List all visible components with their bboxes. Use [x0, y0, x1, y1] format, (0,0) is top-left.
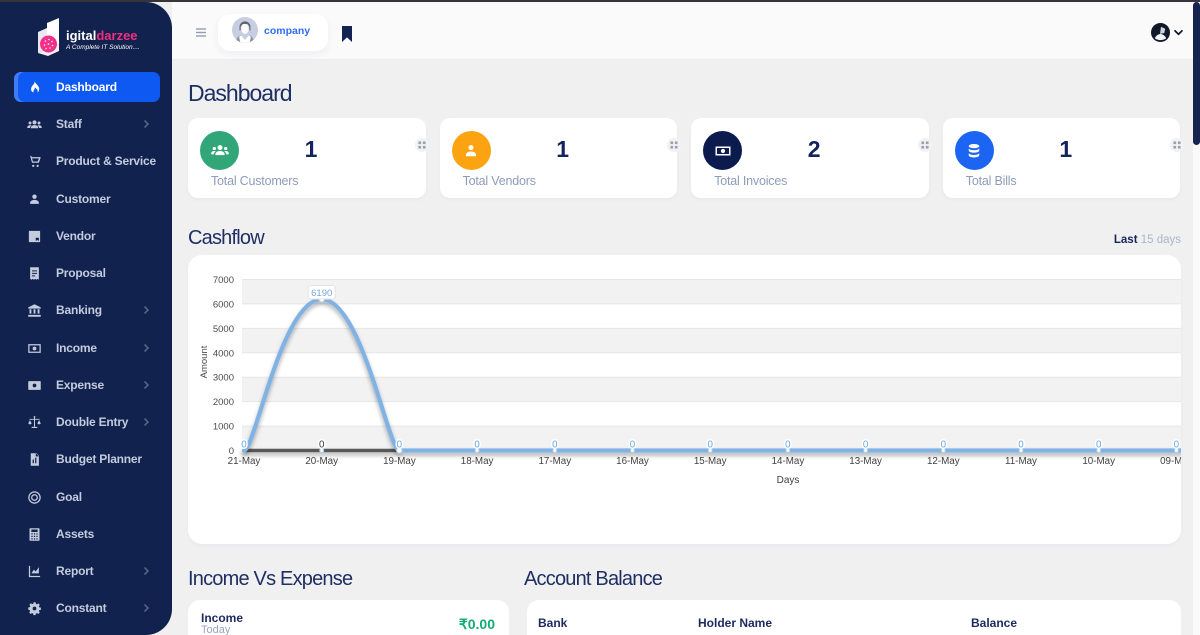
svg-text:0: 0 [863, 440, 869, 451]
svg-text:3000: 3000 [213, 373, 234, 384]
svg-text:4000: 4000 [213, 348, 234, 359]
svg-text:5000: 5000 [213, 324, 234, 335]
svg-text:12-May: 12-May [927, 456, 960, 467]
svg-text:0: 0 [1174, 440, 1180, 451]
svg-text:0: 0 [474, 440, 480, 451]
svg-text:0: 0 [241, 440, 247, 451]
svg-text:19-May: 19-May [383, 456, 416, 467]
svg-text:0: 0 [1018, 440, 1024, 451]
svg-text:10-May: 10-May [1082, 456, 1115, 467]
svg-text:0: 0 [552, 440, 558, 451]
svg-text:0: 0 [229, 446, 234, 457]
svg-text:0: 0 [941, 440, 947, 451]
svg-text:15-May: 15-May [694, 456, 727, 467]
svg-text:14-May: 14-May [772, 456, 805, 467]
svg-text:13-May: 13-May [849, 456, 882, 467]
svg-text:7000: 7000 [213, 275, 234, 286]
svg-text:09-May: 09-May [1160, 456, 1181, 467]
svg-text:0: 0 [319, 440, 325, 451]
svg-text:0: 0 [397, 440, 403, 451]
svg-text:1000: 1000 [213, 422, 234, 433]
svg-text:2000: 2000 [213, 397, 234, 408]
svg-text:16-May: 16-May [616, 456, 649, 467]
svg-text:0: 0 [1096, 440, 1102, 451]
svg-text:0: 0 [785, 440, 791, 451]
svg-text:0: 0 [630, 440, 636, 451]
svg-text:Amount: Amount [199, 345, 210, 378]
svg-text:6000: 6000 [213, 299, 234, 310]
svg-text:11-May: 11-May [1005, 456, 1037, 467]
svg-text:0: 0 [707, 440, 713, 451]
svg-text:20-May: 20-May [305, 456, 338, 467]
svg-text:6190: 6190 [311, 288, 332, 299]
svg-text:17-May: 17-May [538, 456, 571, 467]
svg-text:Days: Days [777, 475, 800, 486]
svg-text:21-May: 21-May [228, 456, 261, 467]
svg-text:18-May: 18-May [461, 456, 494, 467]
